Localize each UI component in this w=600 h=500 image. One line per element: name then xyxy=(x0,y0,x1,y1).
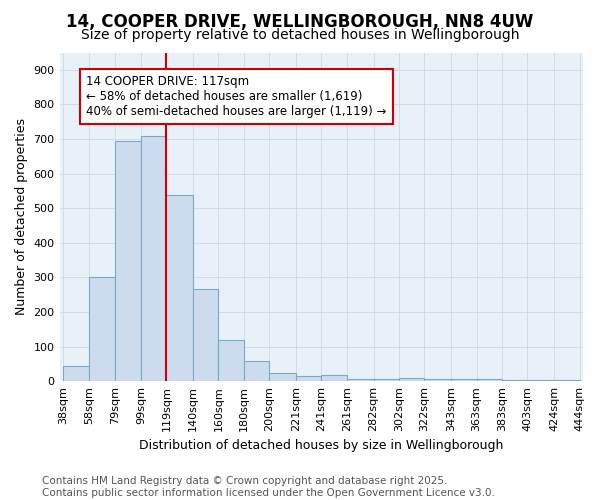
Bar xyxy=(451,380,476,381)
Bar xyxy=(374,380,399,381)
Text: 14 COOPER DRIVE: 117sqm
← 58% of detached houses are smaller (1,619)
40% of semi: 14 COOPER DRIVE: 117sqm ← 58% of detache… xyxy=(86,75,386,118)
Bar xyxy=(218,340,244,381)
Bar xyxy=(296,376,322,381)
X-axis label: Distribution of detached houses by size in Wellingborough: Distribution of detached houses by size … xyxy=(139,440,503,452)
Bar xyxy=(424,379,451,381)
Bar xyxy=(64,366,89,381)
Bar xyxy=(166,195,193,381)
Bar xyxy=(527,380,554,381)
Bar xyxy=(269,372,296,381)
Bar xyxy=(141,136,166,381)
Text: 14, COOPER DRIVE, WELLINGBOROUGH, NN8 4UW: 14, COOPER DRIVE, WELLINGBOROUGH, NN8 4U… xyxy=(67,12,533,30)
Text: Contains HM Land Registry data © Crown copyright and database right 2025.
Contai: Contains HM Land Registry data © Crown c… xyxy=(42,476,495,498)
Bar xyxy=(502,380,527,381)
Bar xyxy=(193,290,218,381)
Y-axis label: Number of detached properties: Number of detached properties xyxy=(15,118,28,316)
Bar xyxy=(347,379,374,381)
Bar xyxy=(244,362,269,381)
Bar xyxy=(476,380,502,381)
Text: Size of property relative to detached houses in Wellingborough: Size of property relative to detached ho… xyxy=(81,28,519,42)
Bar xyxy=(554,380,580,381)
Bar xyxy=(322,376,347,381)
Bar xyxy=(399,378,424,381)
Bar xyxy=(89,278,115,381)
Bar xyxy=(115,142,141,381)
